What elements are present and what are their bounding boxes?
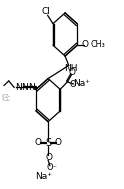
Text: Et: Et bbox=[1, 94, 10, 103]
Text: NH: NH bbox=[64, 64, 78, 73]
Text: O: O bbox=[82, 40, 89, 49]
Text: CH₃: CH₃ bbox=[90, 40, 105, 49]
Text: Na⁺: Na⁺ bbox=[35, 172, 52, 181]
Text: O: O bbox=[55, 138, 62, 147]
Text: Na⁺: Na⁺ bbox=[73, 79, 90, 88]
Text: O: O bbox=[35, 138, 42, 147]
Text: O⁻: O⁻ bbox=[69, 80, 80, 89]
Text: Cl: Cl bbox=[42, 7, 51, 16]
Text: O: O bbox=[69, 68, 76, 77]
Text: O⁻: O⁻ bbox=[46, 163, 57, 172]
Text: N: N bbox=[21, 83, 28, 92]
Text: Et: Et bbox=[1, 94, 10, 103]
Text: O: O bbox=[45, 153, 52, 162]
Text: S: S bbox=[45, 138, 51, 148]
Text: N: N bbox=[28, 83, 35, 92]
Text: N: N bbox=[15, 83, 22, 92]
